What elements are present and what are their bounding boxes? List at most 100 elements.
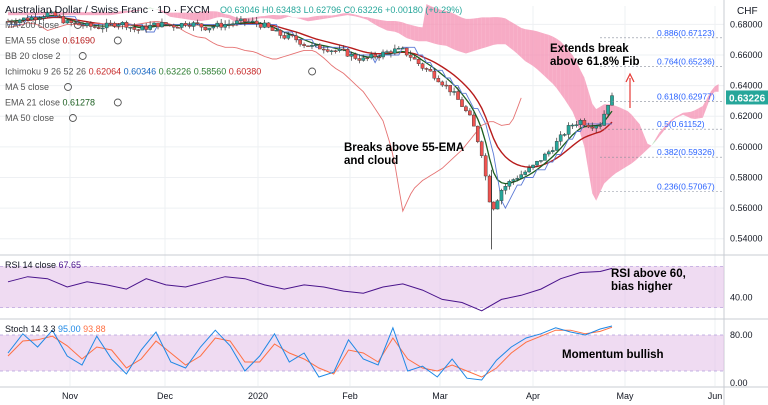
legend-value-3-3: 0.58560 bbox=[194, 67, 229, 77]
x-tick-7: Jun bbox=[708, 391, 723, 401]
fib-label-4: 0.382(0.59326) bbox=[657, 147, 715, 157]
candle-body-136 bbox=[140, 26, 145, 31]
cloud-segment-25 bbox=[106, 12, 111, 16]
stoch-k-value: 95.00 bbox=[58, 324, 83, 334]
x-tick-2: 2020 bbox=[248, 391, 268, 401]
fib-label-3: 0.5(0.61152) bbox=[657, 119, 705, 129]
candle-body-460 bbox=[460, 99, 464, 107]
candle-body-444 bbox=[444, 84, 448, 87]
candle-body-76 bbox=[81, 24, 85, 27]
cloud-segment-157 bbox=[627, 111, 632, 166]
kijun-line bbox=[8, 16, 612, 210]
cloud-segment-82 bbox=[331, 15, 336, 18]
cloud-segment-141 bbox=[564, 45, 569, 106]
cloud-segment-84 bbox=[339, 13, 344, 17]
candle-body-140 bbox=[144, 26, 148, 30]
cloud-segment-51 bbox=[209, 11, 214, 20]
candle-body-240 bbox=[243, 18, 247, 22]
cloud-segment-86 bbox=[347, 13, 352, 16]
cloud-segment-143 bbox=[572, 55, 577, 122]
candle-body-456 bbox=[456, 91, 460, 100]
candle-body-604 bbox=[602, 113, 606, 126]
candle-body-576 bbox=[574, 124, 579, 126]
candle-body-100 bbox=[104, 22, 109, 29]
cloud-segment-148 bbox=[592, 103, 597, 201]
candle-body-420 bbox=[420, 63, 425, 69]
candle-body-436 bbox=[436, 78, 441, 83]
candle-body-184 bbox=[187, 25, 192, 27]
cloud-segment-53 bbox=[217, 11, 222, 18]
candle-body-332 bbox=[333, 50, 338, 52]
cloud-segment-61 bbox=[248, 17, 253, 22]
legend-row-1: EMA 55 close 0.61690 bbox=[5, 36, 95, 46]
cloud-segment-41 bbox=[169, 12, 174, 18]
cloud-segment-6 bbox=[31, 12, 36, 16]
fib-label-0: 0.886(0.67123) bbox=[657, 28, 715, 38]
indicator-lines bbox=[7, 15, 613, 213]
cloud-segment-160 bbox=[639, 124, 644, 157]
cloud-segment-73 bbox=[296, 17, 301, 19]
price-tick-5: 0.58000 bbox=[730, 172, 763, 182]
cloud-segment-69 bbox=[280, 15, 285, 20]
candle-body-476 bbox=[475, 125, 480, 142]
cloud-segment-169 bbox=[675, 114, 680, 119]
cloud-segment-137 bbox=[548, 34, 553, 84]
cloud-segment-37 bbox=[154, 8, 159, 10]
cloud-segment-34 bbox=[142, 8, 147, 10]
candle-body-128 bbox=[132, 26, 137, 30]
candle-body-92 bbox=[96, 27, 101, 29]
cloud-segment-17 bbox=[75, 12, 80, 16]
cloud-segment-76 bbox=[308, 16, 312, 22]
cloud-segment-118 bbox=[473, 17, 478, 52]
cloud-segment-52 bbox=[213, 11, 218, 19]
legend-value-3-0: 0.62064 bbox=[89, 67, 124, 77]
cloud-segment-24 bbox=[102, 12, 107, 16]
candle-body-208 bbox=[211, 26, 216, 29]
rsi-tick-0: 40.00 bbox=[730, 292, 753, 302]
candle-body-44 bbox=[49, 11, 54, 14]
cloud-segment-111 bbox=[446, 10, 451, 48]
price-tick-4: 0.60000 bbox=[730, 142, 763, 152]
candle-body-380 bbox=[381, 51, 385, 58]
candle-body-564 bbox=[562, 134, 567, 136]
candle-body-96 bbox=[100, 27, 105, 30]
candle-body-588 bbox=[586, 124, 591, 128]
cloud-segment-101 bbox=[406, 23, 411, 40]
candle-body-592 bbox=[590, 126, 595, 129]
candle-body-276 bbox=[278, 29, 283, 36]
cloud-segment-35 bbox=[146, 7, 151, 9]
candle-body-236 bbox=[239, 18, 243, 21]
cloud-segment-170 bbox=[679, 112, 684, 117]
legend-row-6: MA 50 close bbox=[5, 113, 54, 123]
candle-body-536 bbox=[535, 160, 539, 166]
cloud-segment-124 bbox=[497, 17, 502, 45]
cloud-segment-32 bbox=[134, 9, 139, 12]
cloud-segment-125 bbox=[501, 17, 506, 45]
cloud-segment-16 bbox=[71, 12, 76, 16]
candle-body-308 bbox=[310, 45, 314, 47]
cloud-segment-120 bbox=[481, 17, 486, 49]
cloud-segment-106 bbox=[426, 4, 431, 43]
cloud-segment-3 bbox=[19, 12, 24, 16]
candle-body-440 bbox=[440, 81, 445, 86]
cloud-segment-40 bbox=[165, 11, 170, 17]
cloud-segment-81 bbox=[327, 15, 332, 19]
candle-body-28 bbox=[33, 17, 38, 20]
candle-body-80 bbox=[85, 22, 89, 27]
candle-body-132 bbox=[136, 29, 141, 31]
cloud-segment-19 bbox=[83, 12, 87, 16]
cloud-segment-47 bbox=[193, 12, 198, 22]
candle-body-36 bbox=[41, 16, 46, 19]
candle-body-272 bbox=[274, 29, 279, 32]
cloud-segment-33 bbox=[138, 9, 143, 11]
cloud-segment-98 bbox=[394, 21, 399, 34]
candle-body-520 bbox=[519, 174, 524, 179]
candle-body-388 bbox=[389, 51, 393, 54]
candle-body-600 bbox=[598, 125, 602, 127]
candle-body-336 bbox=[337, 48, 342, 51]
candle-body-196 bbox=[199, 23, 204, 28]
candle-body-220 bbox=[223, 24, 227, 28]
cloud-segment-20 bbox=[86, 12, 91, 16]
candle-body-352 bbox=[353, 54, 358, 59]
candle-body-108 bbox=[112, 22, 117, 27]
